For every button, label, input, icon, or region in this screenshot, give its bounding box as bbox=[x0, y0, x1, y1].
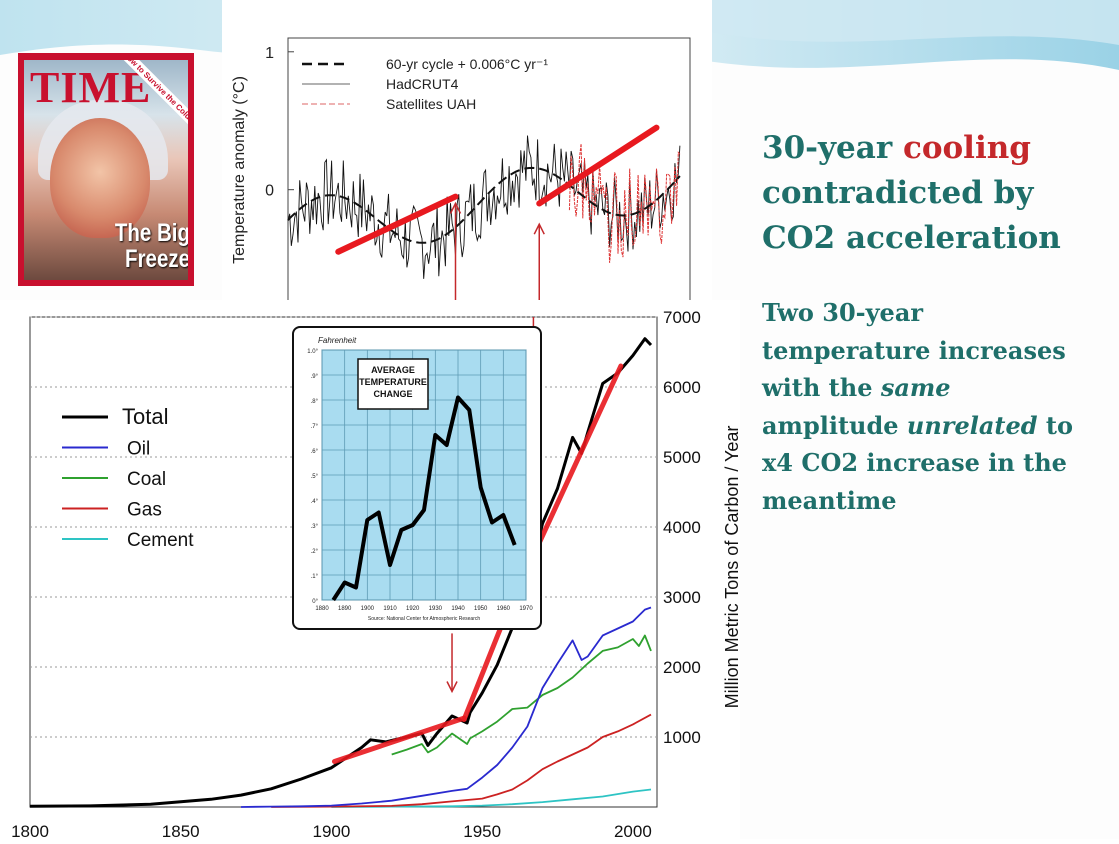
legend-label-oil: Oil bbox=[127, 439, 150, 460]
inset-chart-svg: Fahrenheit 1880 1890 1900 1910 1920 1930 1940 19… bbox=[307, 336, 533, 622]
series-line-coal bbox=[391, 634, 652, 756]
temperature-anomaly-svg: 1 0 Temperature anomaly (°C) 60-yr cycle + … bbox=[231, 37, 691, 303]
inset-y-tick-label: .2° bbox=[311, 549, 319, 555]
time-logo: TIME bbox=[30, 63, 152, 112]
y-axis-label: Temperature anomaly (°C) bbox=[231, 76, 248, 264]
heading-cooling: cooling bbox=[902, 130, 1031, 166]
average-temperature-inset: Fahrenheit 1880 1890 1900 1910 1920 1930 1940 19… bbox=[292, 326, 542, 630]
x-tick-label: 1800 bbox=[11, 822, 49, 839]
inset-y-tick-label: .3° bbox=[311, 524, 319, 530]
legend-label-total: Total bbox=[122, 404, 168, 429]
body-unrelated: unrelated bbox=[906, 410, 1038, 440]
trend-segment-red bbox=[335, 193, 459, 255]
legend-label-1: HadCRUT4 bbox=[386, 76, 459, 92]
time-magazine-cover: TIME How to Survive the Cold The Big Fre… bbox=[18, 53, 194, 286]
cover-photo: TIME How to Survive the Cold The Big Fre… bbox=[24, 60, 188, 280]
inset-temperature-line bbox=[331, 395, 517, 602]
body-part-1: Two 30-year temperature increases with t… bbox=[762, 298, 1066, 402]
trend-segment-red bbox=[527, 363, 624, 565]
y-tick-label: 5000 bbox=[663, 448, 701, 467]
inset-y-tick-label: .8° bbox=[311, 399, 319, 405]
inset-x-tick-label: 1900 bbox=[361, 606, 375, 612]
inset-title-box bbox=[357, 358, 429, 410]
series-line-hadcrut4 bbox=[287, 135, 681, 279]
carbon-emissions-svg: 1000 2000 3000 4000 5000 6000 7000 1800 1850 1900… bbox=[11, 308, 742, 841]
y-tick-label: 4000 bbox=[663, 518, 701, 537]
series-line-satellites-uah bbox=[568, 143, 681, 263]
frosted-face bbox=[50, 118, 150, 238]
trend-segment-red bbox=[536, 124, 660, 207]
trend-segment-red bbox=[331, 715, 467, 764]
inset-y-tick-label: .9° bbox=[311, 374, 319, 380]
y-axis-label: Million Metric Tons of Carbon / Year bbox=[722, 426, 740, 709]
y-tick-label: 1000 bbox=[663, 728, 701, 747]
legend-label-0: 60-yr cycle + 0.006°C yr⁻¹ bbox=[386, 56, 548, 72]
inset-x-tick-label: 1910 bbox=[383, 606, 397, 612]
temperature-anomaly-chart: 1 0 Temperature anomaly (°C) 60-yr cycle + … bbox=[222, 0, 712, 303]
y-tick-label: 6000 bbox=[663, 378, 701, 397]
slide-body: Two 30-year temperature increases with t… bbox=[762, 294, 1092, 519]
body-part-3: amplitude bbox=[762, 410, 907, 440]
inset-y-tick-label: 1.0° bbox=[307, 349, 318, 355]
inset-x-tick-label: 1950 bbox=[474, 606, 488, 612]
series-line-oil bbox=[240, 606, 652, 808]
inset-x-tick-label: 1930 bbox=[429, 606, 443, 612]
arrow-head bbox=[533, 222, 545, 235]
legend-label-cement: Cement bbox=[127, 530, 194, 551]
inset-x-tick-label: 1960 bbox=[497, 606, 511, 612]
y-tick-label: 1 bbox=[265, 45, 274, 62]
x-tick-label: 1950 bbox=[463, 822, 501, 839]
x-tick-label: 1900 bbox=[313, 822, 351, 839]
y-tick-label: 0 bbox=[265, 183, 274, 200]
inset-title: AVERAGE TEMPERATURE CHANGE bbox=[359, 365, 427, 399]
inset-y-tick-label: .4° bbox=[311, 499, 319, 505]
inset-x-tick-label: 1970 bbox=[519, 606, 533, 612]
inset-y-tick-label: .1° bbox=[311, 574, 319, 580]
heading-part-3: contradicted by CO2 acceleration bbox=[762, 175, 1061, 256]
series-line-gas bbox=[271, 713, 652, 808]
inset-y-tick-label: .6° bbox=[311, 449, 319, 455]
inset-x-tick-label: 1890 bbox=[338, 606, 352, 612]
x-tick-label: 1850 bbox=[162, 822, 200, 839]
inset-y-tick-label: .5° bbox=[311, 474, 319, 480]
inset-x-tick-label: 1880 bbox=[315, 606, 329, 612]
heading-part-1: 30-year bbox=[762, 130, 903, 166]
inset-x-tick-label: 1940 bbox=[451, 606, 465, 612]
inset-y-tick-label: .7° bbox=[311, 424, 319, 430]
body-same: same bbox=[880, 373, 951, 402]
legend-label-2: Satellites UAH bbox=[386, 96, 476, 112]
arrow-head bbox=[446, 681, 458, 694]
inset-y-tick-label: 0° bbox=[312, 599, 318, 605]
y-tick-label: 3000 bbox=[663, 588, 701, 607]
inset-x-tick-label: 1920 bbox=[406, 606, 420, 612]
series-line-60yr-cycle bbox=[287, 166, 681, 244]
body-part-5: to x4 CO2 increase in the meantime bbox=[762, 410, 1073, 515]
y-tick-label: 2000 bbox=[663, 658, 701, 677]
inset-unit-label: Fahrenheit bbox=[318, 336, 357, 345]
series-line-cement bbox=[331, 788, 652, 808]
legend-label-gas: Gas bbox=[127, 500, 162, 521]
x-tick-label: 2000 bbox=[614, 822, 652, 839]
cover-headline: The Big Freeze bbox=[114, 219, 188, 273]
inset-source: Source: National Center for Atmospheric … bbox=[368, 616, 480, 622]
y-tick-label: 7000 bbox=[663, 308, 701, 327]
legend-label-coal: Coal bbox=[127, 469, 166, 490]
slide-heading: 30-year cooling contradicted by CO2 acce… bbox=[762, 126, 1092, 261]
arrow-head bbox=[449, 201, 462, 214]
